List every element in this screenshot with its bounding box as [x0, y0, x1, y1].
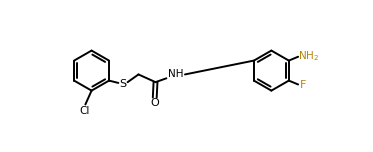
- Text: Cl: Cl: [79, 106, 90, 116]
- Text: NH$_2$: NH$_2$: [298, 49, 320, 63]
- Text: S: S: [119, 79, 126, 89]
- Text: F: F: [300, 80, 307, 90]
- Text: NH: NH: [168, 69, 184, 79]
- Text: O: O: [150, 98, 159, 108]
